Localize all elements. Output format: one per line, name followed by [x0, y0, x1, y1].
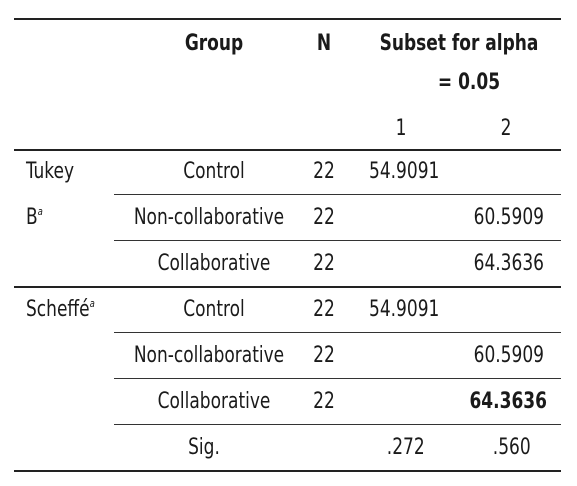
- tukey-label-b: Ba: [26, 205, 43, 230]
- section-rule: [14, 286, 561, 288]
- header-subset-1: 1: [395, 116, 407, 141]
- scheffe-row2-n: 22: [313, 343, 335, 368]
- scheffe-row2-group: Non-collaborative: [133, 343, 285, 368]
- tukey-row1-s1: 54.9091: [369, 159, 440, 184]
- tukey-row3-group: Collaborative: [157, 251, 271, 276]
- tukey-row2-n: 22: [313, 205, 335, 230]
- scheffe-row2-s2: 60.5909: [473, 343, 544, 368]
- scheffe-row-rule-3: [114, 424, 561, 425]
- scheffe-row1-n: 22: [313, 297, 335, 322]
- scheffe-row3-n: 22: [313, 389, 335, 414]
- tukey-row3-s2: 64.3636: [473, 251, 544, 276]
- sig-value-2: .560: [492, 435, 531, 460]
- scheffe-label: Schefféa: [26, 297, 95, 322]
- scheffe-row-rule-1: [114, 332, 561, 333]
- scheffe-row3-s2: 64.3636: [469, 389, 547, 414]
- tukey-row-rule-1: [114, 194, 561, 195]
- scheffe-row3-group: Collaborative: [157, 389, 271, 414]
- tukey-row2-s2: 60.5909: [473, 205, 544, 230]
- tukey-row1-n: 22: [313, 159, 335, 184]
- scheffe-row1-s1: 54.9091: [369, 297, 440, 322]
- header-rule: [14, 149, 561, 151]
- tukey-row2-group: Non-collaborative: [133, 205, 285, 230]
- bottom-rule: [14, 470, 561, 472]
- header-subset-line2: = 0.05: [437, 70, 501, 95]
- tukey-label: Tukey: [26, 159, 75, 184]
- sig-value-1: .272: [386, 435, 425, 460]
- scheffe-row1-group: Control: [183, 297, 245, 322]
- sig-label: Sig.: [188, 435, 220, 460]
- tukey-row-rule-2: [114, 240, 561, 241]
- scheffe-row-rule-2: [114, 378, 561, 379]
- tukey-row1-group: Control: [183, 159, 245, 184]
- header-group: Group: [184, 31, 244, 56]
- header-subset-2: 2: [500, 116, 512, 141]
- homogeneous-subsets-table: Group N Subset for alpha = 0.05 1 2 Tuke…: [14, 18, 561, 472]
- header-subset-line1: Subset for alpha: [379, 31, 539, 56]
- tukey-row3-n: 22: [313, 251, 335, 276]
- top-rule: [14, 18, 561, 20]
- header-n: N: [316, 31, 332, 56]
